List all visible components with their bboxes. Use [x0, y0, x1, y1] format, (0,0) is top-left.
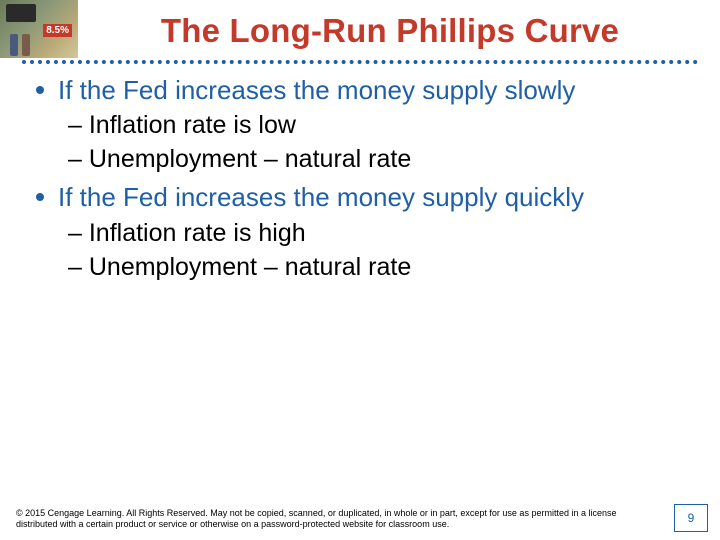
dash-icon: – — [68, 253, 89, 281]
sub-bullet-text: Inflation rate is low — [89, 111, 296, 139]
sub-bullet-item: – Unemployment – natural rate — [68, 251, 690, 283]
sub-bullet-text: Unemployment – natural rate — [89, 145, 411, 173]
copyright-footer: © 2015 Cengage Learning. All Rights Rese… — [16, 508, 660, 531]
sub-bullet-item: – Unemployment – natural rate — [68, 143, 690, 175]
sub-bullet-text: Unemployment – natural rate — [89, 253, 411, 281]
dash-icon: – — [68, 145, 89, 173]
dash-icon: – — [68, 219, 89, 247]
page-number: 9 — [674, 504, 708, 532]
title-underline — [22, 58, 698, 64]
slide: The Long-Run Phillips Curve If the Fed i… — [0, 0, 720, 540]
corner-image — [0, 0, 78, 58]
bullet-dot-icon — [36, 193, 44, 201]
bullet-item: If the Fed increases the money supply qu… — [36, 181, 690, 214]
corner-figure — [10, 34, 18, 56]
sub-bullet-text: Inflation rate is high — [89, 219, 306, 247]
bullet-text: If the Fed increases the money supply sl… — [58, 74, 690, 107]
sub-bullet-item: – Inflation rate is low — [68, 109, 690, 141]
sub-bullet-item: – Inflation rate is high — [68, 217, 690, 249]
dash-icon: – — [68, 111, 89, 139]
bullet-dot-icon — [36, 86, 44, 94]
bullet-item: If the Fed increases the money supply sl… — [36, 74, 690, 107]
bullet-text: If the Fed increases the money supply qu… — [58, 181, 690, 214]
slide-title: The Long-Run Phillips Curve — [80, 12, 700, 50]
body-content: If the Fed increases the money supply sl… — [36, 72, 690, 283]
corner-figure — [22, 34, 30, 56]
